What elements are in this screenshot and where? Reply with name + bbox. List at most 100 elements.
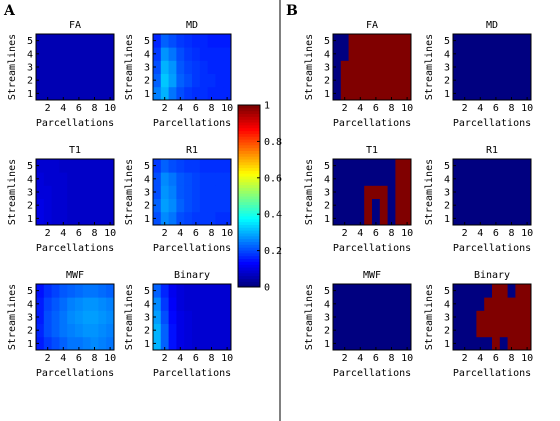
heatmap-cell: [403, 310, 412, 324]
heatmap-cell: [499, 73, 508, 88]
heatmap-cell: [176, 60, 185, 74]
x-tick-label: 4: [60, 228, 66, 239]
heatmap-cell: [153, 60, 162, 74]
heatmap-cell: [499, 86, 508, 101]
y-tick-label: 4: [144, 299, 150, 310]
heatmap-cell: [476, 323, 485, 338]
heatmap-cell: [468, 297, 477, 311]
heatmap-cell: [379, 336, 388, 351]
heatmap-cell: [403, 47, 412, 61]
heatmap-cell: [379, 185, 388, 199]
heatmap-cell: [515, 47, 524, 61]
heatmap-cell: [340, 336, 349, 351]
x-axis-label: Parcellations: [153, 243, 231, 254]
colorbar-segment: [238, 224, 260, 228]
heatmap-cell: [98, 185, 107, 199]
heatmap-cell: [507, 86, 516, 101]
heatmap-cell: [403, 159, 412, 173]
heatmap-cell: [59, 284, 68, 298]
x-tick-label: 6: [373, 228, 379, 239]
heatmap-cell: [98, 211, 107, 226]
heatmap-cell: [333, 336, 342, 351]
y-tick-label: 3: [144, 188, 150, 199]
heatmap-cell: [106, 60, 115, 74]
heatmap-cell: [51, 60, 60, 74]
colorbar-segment: [238, 269, 260, 274]
heatmap-cell: [43, 172, 52, 186]
heatmap-cell: [59, 47, 68, 61]
heatmap-cell: [215, 159, 224, 173]
heatmap-cell: [403, 172, 412, 186]
y-tick-label: 2: [144, 76, 150, 87]
heatmap-cell: [192, 323, 201, 338]
y-axis-label: Streamlines: [7, 34, 18, 100]
heatmap-cell: [98, 284, 107, 298]
heatmap-cell: [106, 336, 115, 351]
heatmap-cell: [333, 310, 342, 324]
heatmap-cell: [36, 185, 45, 199]
heatmap-cell: [98, 34, 107, 48]
colorbar-segment: [238, 139, 260, 143]
heatmap-cell: [106, 159, 115, 173]
heatmap-cell: [403, 284, 412, 298]
x-tick-label: 4: [357, 228, 363, 239]
heatmap-cell: [36, 211, 45, 226]
heatmap-cell: [492, 185, 501, 199]
heatmap-cell: [223, 185, 232, 199]
y-tick-label: 4: [444, 299, 450, 310]
heatmap-cell: [523, 284, 532, 298]
heatmap-cell: [192, 211, 201, 226]
heatmap-cell: [340, 185, 349, 199]
heatmap-cell: [453, 297, 462, 311]
heatmap-cell: [51, 34, 60, 48]
x-tick-label: 8: [208, 228, 214, 239]
heatmap-cell: [207, 310, 216, 324]
heatmap-cell: [82, 86, 91, 101]
heatmap-cell: [492, 60, 501, 74]
colorbar-segment: [238, 252, 260, 257]
heatmap-cell: [160, 86, 169, 101]
colorbar-segment: [238, 136, 260, 140]
heatmap-cell: [223, 172, 232, 186]
heatmap-cell: [507, 73, 516, 88]
y-axis-label: Streamlines: [424, 284, 435, 350]
heatmap-cell: [36, 34, 45, 48]
colorbar-segment: [238, 207, 260, 211]
colorbar-segment: [238, 144, 260, 149]
heatmap-cell: [160, 73, 169, 88]
heatmap-cell: [492, 211, 501, 226]
colorbar-segment: [238, 181, 260, 186]
heatmap-cell: [36, 310, 45, 324]
colorbar-segment: [238, 267, 260, 271]
heatmap-cell: [36, 47, 45, 61]
heatmap-cell: [153, 73, 162, 88]
heatmap-cell: [372, 336, 381, 351]
heatmap-cell: [379, 60, 388, 74]
heatmap-cell: [75, 34, 84, 48]
y-tick-label: 3: [324, 63, 330, 74]
y-tick-label: 5: [144, 161, 150, 172]
heatmap-cell: [207, 86, 216, 101]
heatmap-cell: [523, 47, 532, 61]
heatmap-cell: [75, 323, 84, 338]
heatmap-cell: [356, 159, 365, 173]
heatmap-cell: [372, 159, 381, 173]
heatmap-cell: [515, 198, 524, 213]
heatmap-cell: [348, 185, 357, 199]
heatmap-cell: [215, 211, 224, 226]
heatmap-cell: [153, 336, 162, 351]
heatmap-cell: [499, 284, 508, 298]
heatmap-cell: [364, 73, 373, 88]
heatmap-cell: [460, 47, 469, 61]
heatmap-cell: [379, 159, 388, 173]
heatmap-cell: [507, 60, 516, 74]
colorbar-segment: [238, 105, 260, 109]
colorbar-segment: [238, 213, 260, 217]
heatmap-cell: [395, 172, 404, 186]
y-tick-label: 4: [444, 49, 450, 60]
heatmap-cell: [515, 172, 524, 186]
heatmap-cell: [59, 336, 68, 351]
heatmap-cell: [43, 297, 52, 311]
chart-title: FA: [366, 20, 378, 31]
heatmap-cell: [192, 86, 201, 101]
